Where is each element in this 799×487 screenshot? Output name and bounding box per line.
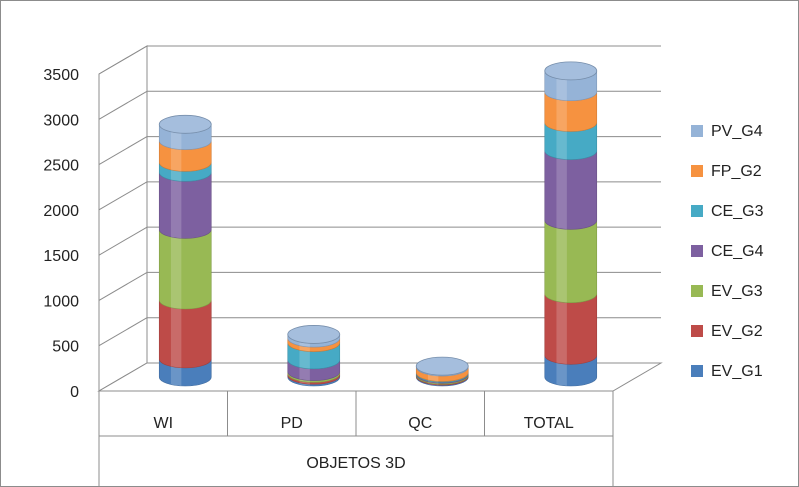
legend-swatch	[691, 285, 703, 297]
bar-segment-highlight	[556, 158, 567, 230]
y-axis-ticks: 0 500 1000 1500 2000 2500 3000 3500	[43, 67, 79, 401]
bar-segment-highlight	[556, 99, 567, 132]
legend-label: EV_G1	[711, 363, 763, 380]
bar-segment-highlight	[170, 366, 182, 386]
bar-segment-highlight	[556, 227, 567, 303]
legend-label: EV_G2	[711, 323, 763, 340]
legend-swatch	[691, 325, 703, 337]
bar-stack-total	[544, 61, 598, 387]
y-tick-label: 3000	[43, 112, 79, 129]
x-axis: WI PD QC TOTAL	[98, 391, 614, 486]
bar-top-cap	[544, 61, 598, 81]
y-tick-label: 0	[70, 384, 79, 401]
bar-stack-wi	[158, 114, 212, 387]
x-tick-label: TOTAL	[524, 415, 574, 432]
y-tick-label: 3500	[43, 67, 79, 84]
x-tick-label: QC	[408, 415, 432, 432]
chart-walls	[98, 45, 148, 392]
y-tick-label: 2000	[43, 203, 79, 220]
bar-segment-highlight	[170, 179, 182, 239]
y-tick-label: 1000	[43, 293, 79, 310]
x-axis-title: OBJETOS 3D	[306, 455, 405, 472]
bar-top-cap	[287, 325, 341, 344]
bar-segment-highlight	[170, 131, 182, 150]
legend-swatch	[691, 165, 703, 177]
legend-label: FP_G2	[711, 163, 762, 180]
bar-segment	[544, 293, 598, 365]
side-wall	[98, 45, 148, 392]
gridline-side	[98, 271, 148, 301]
bar-segment-highlight	[170, 148, 182, 172]
bar-segment-highlight	[556, 78, 567, 101]
bar-segment	[544, 150, 598, 230]
legend-label: CE_G4	[711, 243, 764, 260]
gridline-side	[98, 136, 148, 166]
bar-segment-highlight	[556, 129, 567, 160]
bar-stack-qc	[415, 356, 469, 387]
legend-label: PV_G4	[711, 123, 763, 140]
bar-segment-highlight	[556, 301, 567, 365]
legend-label: EV_G3	[711, 283, 763, 300]
bars	[158, 61, 598, 387]
bar-segment-highlight	[427, 374, 439, 382]
bar-segment	[158, 229, 212, 310]
gridline-side	[98, 181, 148, 211]
gridline-side	[98, 45, 148, 75]
gridline-side	[98, 317, 148, 347]
chart-floor	[97, 362, 663, 392]
bar-segment-highlight	[170, 169, 182, 182]
bar-segment-highlight	[170, 236, 182, 309]
y-tick-label: 2500	[43, 158, 79, 175]
floor-plane	[97, 362, 663, 392]
bar-top-cap	[158, 114, 212, 134]
bar-segment-highlight	[299, 367, 310, 381]
bar-segment-highlight	[299, 350, 310, 369]
legend-swatch	[691, 365, 703, 377]
bar-segment	[158, 299, 212, 369]
gridline-side	[98, 90, 148, 120]
bar-stack-pd	[287, 325, 341, 387]
bar-segment	[158, 172, 212, 239]
legend-swatch	[691, 245, 703, 257]
bar-segment-highlight	[170, 307, 182, 368]
gridline-side	[98, 226, 148, 256]
y-tick-label: 500	[52, 339, 79, 356]
bar-top-cap	[415, 356, 469, 376]
legend-swatch	[691, 125, 703, 137]
bar-segment-highlight	[556, 362, 567, 386]
y-tick-label: 1500	[43, 248, 79, 265]
legend-swatch	[691, 205, 703, 217]
bar-segment	[544, 220, 598, 303]
x-tick-label: PD	[281, 415, 303, 432]
legend-label: CE_G3	[711, 203, 764, 220]
x-tick-label: WI	[153, 415, 173, 432]
legend: PV_G4 FP_G2 CE_G3 CE_G4 EV_G3 EV_G2 EV_G1	[691, 123, 764, 380]
